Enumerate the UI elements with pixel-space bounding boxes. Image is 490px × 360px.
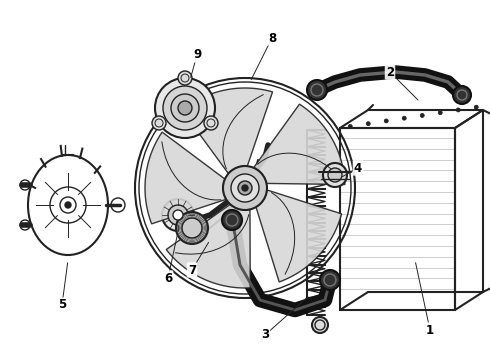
Text: 7: 7 [188, 264, 196, 276]
Polygon shape [145, 132, 226, 224]
Circle shape [366, 122, 370, 126]
Circle shape [312, 317, 328, 333]
Circle shape [307, 80, 327, 100]
Text: 6: 6 [164, 271, 172, 284]
Circle shape [328, 168, 342, 182]
Text: 2: 2 [386, 66, 394, 78]
Circle shape [438, 111, 442, 115]
Polygon shape [182, 88, 272, 174]
Circle shape [323, 163, 347, 187]
Circle shape [384, 119, 388, 123]
Text: 1: 1 [426, 324, 434, 337]
Polygon shape [166, 204, 250, 288]
Circle shape [402, 116, 406, 120]
Circle shape [163, 86, 207, 130]
Circle shape [171, 94, 199, 122]
Text: 8: 8 [268, 31, 276, 45]
Circle shape [223, 166, 267, 210]
Text: 3: 3 [261, 328, 269, 342]
Polygon shape [254, 104, 345, 185]
Circle shape [348, 125, 352, 129]
Circle shape [168, 205, 188, 225]
Circle shape [204, 116, 218, 130]
Text: 9: 9 [193, 49, 201, 62]
Circle shape [176, 212, 208, 244]
Circle shape [173, 210, 183, 220]
Circle shape [320, 270, 340, 290]
Circle shape [155, 78, 215, 138]
Circle shape [242, 185, 248, 191]
Circle shape [453, 86, 471, 104]
Circle shape [65, 202, 71, 208]
Circle shape [222, 210, 242, 230]
Circle shape [178, 71, 192, 85]
Circle shape [474, 105, 478, 109]
Circle shape [152, 116, 166, 130]
Circle shape [420, 113, 424, 117]
Text: 5: 5 [58, 298, 66, 311]
Circle shape [162, 199, 194, 231]
Circle shape [238, 181, 252, 195]
Text: 4: 4 [354, 162, 362, 175]
Circle shape [231, 174, 259, 202]
Circle shape [182, 218, 202, 238]
Circle shape [178, 101, 192, 115]
Circle shape [456, 108, 460, 112]
Polygon shape [256, 190, 342, 282]
